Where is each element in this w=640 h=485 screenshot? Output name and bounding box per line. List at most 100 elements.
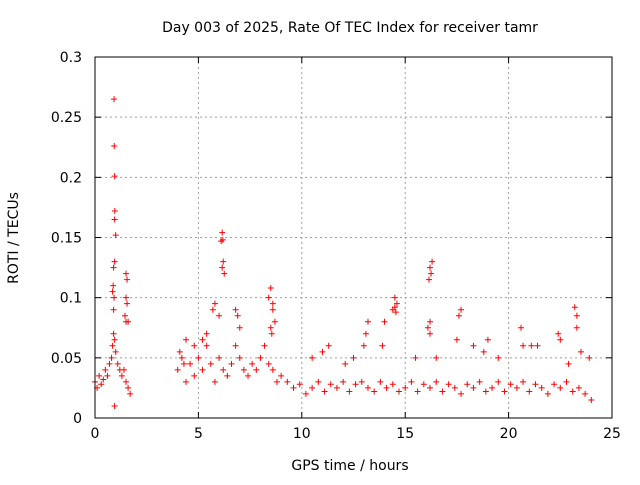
data-point [219,264,226,271]
data-point [534,342,541,349]
data-point [269,300,276,307]
data-point [588,396,595,403]
data-point [577,348,584,355]
data-point [236,354,243,361]
data-point [269,366,276,373]
data-point [182,336,189,343]
x-tick-label: 25 [603,426,621,442]
data-point [191,372,198,379]
data-point [232,342,239,349]
data-point [575,384,582,391]
data-point [582,390,589,397]
x-tick-label: 5 [194,426,203,442]
data-point [455,312,462,319]
data-point [309,384,316,391]
data-point [111,208,118,215]
data-point [249,360,256,367]
data-point [96,372,103,379]
data-point [427,264,434,271]
data-point [395,388,402,395]
data-point [108,354,115,361]
data-point [240,366,247,373]
data-point [114,360,121,367]
data-point [458,306,465,313]
data-point [104,372,111,379]
data-point [408,378,415,385]
y-tick-label: 0.05 [51,351,82,367]
data-point [383,384,390,391]
data-point [123,378,130,385]
data-point [427,318,434,325]
data-point [110,330,117,337]
data-point [364,318,371,325]
data-point [267,324,274,331]
data-point [528,342,535,349]
data-point [501,388,508,395]
data-point [379,342,386,349]
data-point [257,354,264,361]
data-point [284,378,291,385]
data-point [125,384,132,391]
data-point [420,381,427,388]
data-point [228,360,235,367]
data-point [296,381,303,388]
data-point [538,384,545,391]
data-point [271,318,278,325]
x-tick-label: 20 [500,426,518,442]
data-point [232,306,239,313]
data-point [182,378,189,385]
data-point [484,336,491,343]
data-point [333,384,340,391]
data-point [111,143,118,150]
data-point [123,294,130,301]
data-point [261,342,268,349]
data-point [267,285,274,292]
data-point [112,232,119,239]
x-tick-label: 15 [396,426,414,442]
data-point [402,384,409,391]
data-point [118,372,125,379]
data-point [480,348,487,355]
data-point [220,258,227,265]
data-point [565,360,572,367]
data-point [273,378,280,385]
data-point [315,378,322,385]
data-point [199,336,206,343]
data-point [195,354,202,361]
data-point [371,388,378,395]
y-tick-label: 0.25 [51,110,82,126]
data-point [427,330,434,337]
data-point [563,378,570,385]
data-point [111,294,118,301]
data-point [381,318,388,325]
data-point [427,384,434,391]
data-point [325,342,332,349]
data-point [573,312,580,319]
data-point [211,300,218,307]
data-point [392,309,399,316]
data-point [178,354,185,361]
data-point [464,381,471,388]
data-point [174,366,181,373]
data-point [458,390,465,397]
data-point [199,366,206,373]
data-point [110,264,117,271]
y-tick-label: 0 [73,411,82,427]
chart-title: Day 003 of 2025, Rate Of TEC Index for r… [162,20,538,36]
data-point [358,378,365,385]
data-point [520,342,527,349]
data-point [100,376,107,383]
data-point [110,306,117,313]
data-point [121,312,128,319]
axis-ticks: 0 5 10 15 20 25 0 0.05 0.1 0.15 0.2 0.25 0.3 [51,50,621,442]
data-point [433,378,440,385]
data-point [203,342,210,349]
data-point [453,336,460,343]
data-point [489,384,496,391]
data-point [555,330,562,337]
data-point [124,276,131,283]
data-point [518,324,525,331]
data-point [109,342,116,349]
data-point [216,312,223,319]
